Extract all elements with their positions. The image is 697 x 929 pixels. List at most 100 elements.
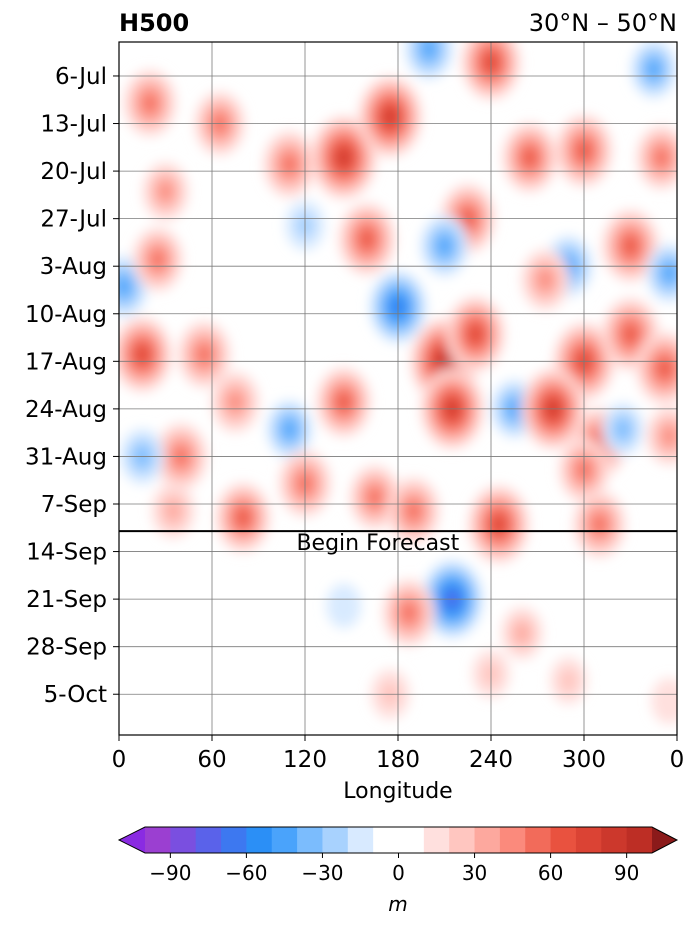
anomaly-contour — [339, 396, 349, 408]
anomaly-blob — [349, 465, 400, 530]
colorbar-segment — [626, 827, 653, 853]
x-axis-label: Longitude — [343, 779, 452, 804]
anomaly-blob — [646, 406, 677, 466]
anomaly-contour — [284, 157, 295, 171]
y-tick-label: 17-Aug — [25, 349, 107, 375]
x-tick-label: 0 — [112, 747, 127, 773]
colorbar-segment — [271, 827, 298, 853]
anomaly-contour — [663, 265, 675, 281]
anomaly-contour — [651, 677, 677, 725]
anomaly-contour — [283, 421, 296, 437]
x-axis: 0 60 120 180 240 300 0 — [112, 735, 684, 773]
anomaly-blob — [211, 371, 260, 433]
plot-area — [119, 42, 677, 735]
colorbar-segment — [246, 827, 273, 853]
anomaly-blob — [602, 402, 644, 456]
anomaly-blob — [646, 243, 677, 303]
anomaly-blob — [326, 583, 362, 629]
anomaly-blob — [420, 215, 469, 277]
y-tick-label: 14-Sep — [26, 540, 107, 566]
anomaly-blob — [311, 115, 377, 200]
colorbar-segment — [145, 827, 171, 853]
anomaly-blob — [382, 579, 435, 647]
colorbar-segment — [297, 827, 323, 853]
colorbar-segment — [499, 827, 526, 853]
y-axis: 6-Jul 13-Jul 20-Jul 27-Jul 3-Aug 10-Aug 17-Aug… — [25, 64, 119, 708]
anomaly-contour — [625, 239, 636, 252]
colorbar-tick-label: −90 — [149, 861, 191, 885]
anomaly-blob — [636, 331, 677, 405]
colorbar-segment — [221, 827, 247, 853]
anomaly-contour — [423, 42, 435, 57]
grid-lines — [119, 42, 677, 735]
y-tick-label: 27-Jul — [40, 207, 107, 233]
anomaly-contour — [615, 420, 630, 439]
anomaly-contour — [144, 96, 156, 110]
y-tick-label: 7-Sep — [41, 492, 107, 518]
begin-forecast-label: Begin Forecast — [296, 531, 459, 556]
anomaly-blob — [521, 249, 570, 311]
anomaly-contour — [594, 517, 605, 532]
anomaly-contour — [625, 328, 636, 341]
anomaly-contour — [152, 253, 163, 266]
anomaly-contour — [438, 238, 451, 254]
anomaly-contour — [525, 151, 535, 164]
anomaly-blob — [316, 367, 371, 437]
colorbar: −90 −60 −30 0 30 60 90 — [117, 826, 679, 885]
anomaly-blob — [636, 125, 677, 190]
colorbar-segment — [170, 827, 197, 853]
colorbar-segment — [373, 827, 425, 853]
anomaly-blob — [338, 202, 396, 276]
anomaly-contour — [408, 504, 419, 518]
anomaly-blob — [502, 122, 557, 193]
colorbar-segment — [347, 827, 374, 853]
anomaly-blob — [215, 482, 271, 553]
colorbar-tick-label: −30 — [301, 861, 343, 885]
anomaly-blob — [573, 490, 626, 558]
colorbar-segment — [449, 827, 476, 853]
anomaly-blob — [151, 482, 195, 539]
x-tick-label: 60 — [197, 747, 226, 773]
colorbar-extend-low — [119, 827, 145, 853]
chart-title-left: H500 — [119, 9, 189, 37]
colorbar-outline — [117, 826, 679, 854]
anomaly-contour — [199, 347, 210, 362]
anomaly-contour — [159, 184, 172, 199]
anomaly-blob — [405, 42, 453, 80]
anomaly-contour — [119, 278, 130, 295]
anomaly-contour — [656, 151, 667, 164]
anomaly-contour — [166, 501, 181, 521]
colorbar-segment — [601, 827, 628, 853]
y-tick-label: 5-Oct — [44, 682, 107, 708]
colorbar-segment — [322, 827, 349, 853]
anomaly-contour — [386, 111, 395, 122]
colorbar-segment — [474, 827, 501, 853]
colorbar-segment — [423, 827, 450, 853]
chart-title-right: 30°N – 50°N — [529, 9, 677, 37]
anomaly-contour — [494, 518, 504, 530]
anomaly-contour — [369, 490, 380, 504]
anomaly-contour — [326, 583, 362, 629]
colorbar-tick-label: −60 — [225, 861, 267, 885]
x-tick-label: 120 — [283, 747, 327, 773]
anomaly-contour — [515, 624, 529, 642]
anomaly-contour — [663, 428, 675, 444]
anomaly-blob — [468, 485, 530, 564]
anomaly-blob — [559, 438, 609, 503]
anomaly-contour — [229, 394, 242, 410]
colorbar-tick-label: 30 — [462, 861, 487, 885]
colorbar-segment — [195, 827, 222, 853]
colorbar-segment — [550, 827, 577, 853]
anomaly-contour — [539, 272, 552, 288]
anomaly-contour — [403, 606, 415, 620]
y-tick-label: 6-Jul — [55, 64, 107, 90]
anomaly-contour — [362, 232, 372, 246]
anomaly-blob — [119, 316, 172, 393]
x-tick-label: 300 — [562, 747, 606, 773]
anomaly-contour — [339, 152, 348, 163]
anomaly-blob — [142, 162, 189, 221]
anomaly-contour — [138, 349, 147, 360]
y-tick-label: 20-Jul — [40, 159, 107, 185]
anomaly-blob — [132, 227, 183, 292]
anomaly-blob — [630, 42, 677, 99]
